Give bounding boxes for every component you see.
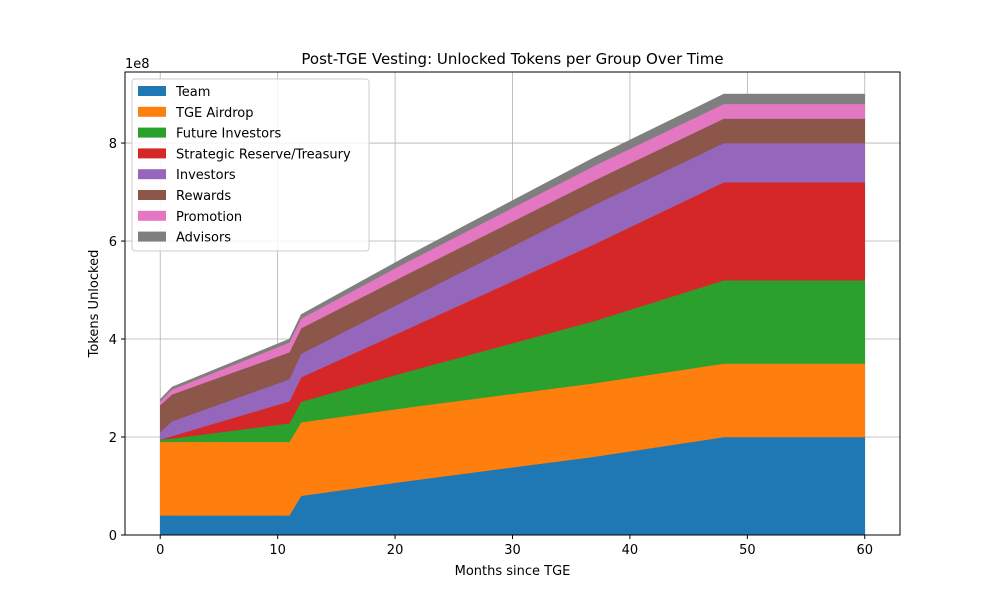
legend-label-rewards: Rewards bbox=[176, 189, 231, 204]
x-tick-label: 50 bbox=[739, 543, 756, 558]
x-tick-label: 0 bbox=[156, 543, 164, 558]
x-tick-label: 60 bbox=[856, 543, 873, 558]
x-tick-label: 20 bbox=[387, 543, 404, 558]
legend-swatch-investors bbox=[138, 169, 166, 180]
legend-label-advisors: Advisors bbox=[176, 231, 231, 246]
x-tick-label: 30 bbox=[504, 543, 521, 558]
y-tick-label: 4 bbox=[109, 333, 117, 348]
legend-label-tge-airdrop: TGE Airdrop bbox=[175, 106, 254, 121]
legend-label-team: Team bbox=[175, 85, 210, 100]
legend-swatch-tge-airdrop bbox=[138, 106, 166, 117]
y-tick-label: 0 bbox=[109, 529, 117, 544]
axis-ticks: 0 10 20 30 40 50 60 0 2 4 6 8 bbox=[109, 137, 873, 558]
legend-label-investors: Investors bbox=[176, 168, 236, 183]
x-axis-title: Months since TGE bbox=[455, 564, 571, 579]
legend-label-future-investors: Future Investors bbox=[176, 127, 281, 142]
legend-swatch-rewards bbox=[138, 190, 166, 200]
legend-label-promotion: Promotion bbox=[176, 210, 242, 225]
y-tick-label: 8 bbox=[109, 137, 117, 152]
legend-swatch-advisors bbox=[138, 231, 166, 242]
legend-box bbox=[131, 78, 370, 252]
y-axis-offset-label: 1e8 bbox=[125, 57, 150, 72]
legend-swatch-strategic-reserve-treasury bbox=[138, 148, 166, 159]
legend-swatch-promotion bbox=[138, 210, 166, 221]
area-advisors bbox=[159, 93, 866, 402]
legend: Team TGE Airdrop Future Investors Strategic… bbox=[131, 78, 370, 252]
x-tick-label: 40 bbox=[622, 543, 639, 558]
legend-swatch-team bbox=[138, 86, 166, 96]
y-tick-label: 2 bbox=[109, 431, 117, 446]
y-axis-title: Tokens Unlocked bbox=[87, 250, 102, 359]
y-tick-label: 6 bbox=[109, 235, 117, 250]
legend-label-strategic-reserve-treasury: Strategic Reserve/Treasury bbox=[176, 147, 351, 162]
x-tick-label: 10 bbox=[269, 543, 286, 558]
chart-title: Post-TGE Vesting: Unlocked Tokens per Gr… bbox=[301, 50, 723, 68]
area-series-group bbox=[159, 93, 866, 536]
legend-swatch-future-investors bbox=[138, 127, 166, 138]
